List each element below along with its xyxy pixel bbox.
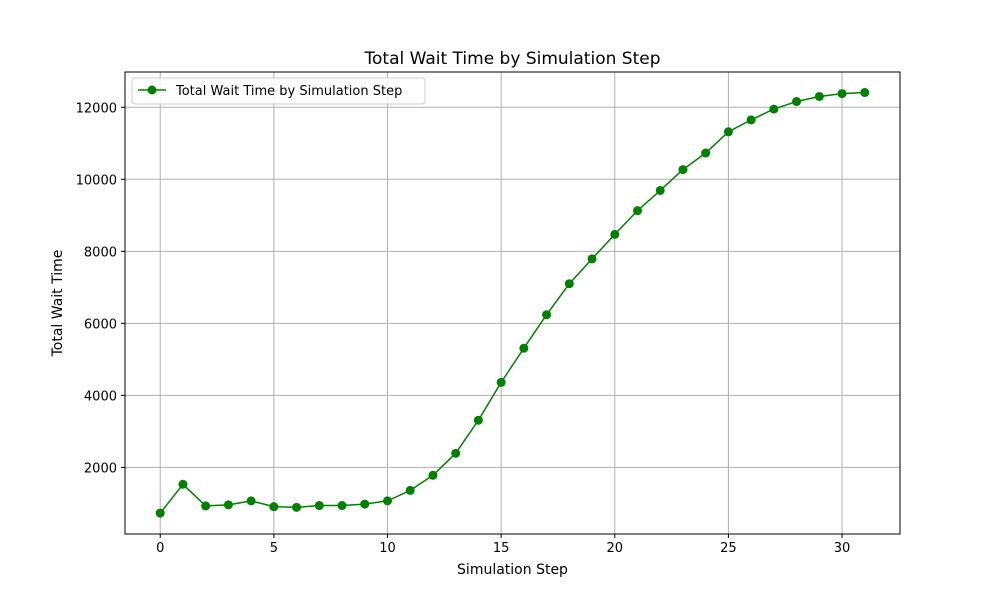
y-axis-label: Total Wait Time [50,250,66,358]
series-marker-layer [155,88,870,518]
y-tick-label: 6000 [84,317,117,332]
legend-marker-swatch [147,85,157,95]
x-tick-label: 15 [493,541,510,556]
legend-box [131,77,426,105]
plot-frame [124,71,901,535]
x-axis-ticks: 0 5 10 15 20 25 30 [156,534,850,556]
data-point [155,508,165,518]
x-tick-label: 20 [606,541,623,556]
y-tick-label: 2000 [84,461,117,476]
data-point [383,496,392,506]
data-point [746,115,756,125]
data-point [655,185,665,195]
legend-label: Total Wait Time by Simulation Step [175,84,402,99]
data-point [405,485,415,495]
data-point [792,97,802,107]
data-point [860,88,870,98]
data-point [360,499,370,509]
x-tick-label: 0 [156,541,164,556]
x-axis-label: Simulation Step [457,562,568,578]
data-point [269,502,279,512]
data-point [542,310,552,320]
data-point [814,91,824,101]
data-point [496,377,506,387]
y-tick-label: 10000 [76,173,117,188]
data-point [587,254,597,264]
data-point [701,148,711,158]
y-tick-label: 12000 [76,101,117,116]
x-tick-label: 10 [379,541,396,556]
legend: Total Wait Time by Simulation Step [131,77,426,105]
data-point [473,415,483,425]
y-axis-ticks: 2000 4000 6000 8000 10000 12000 [76,101,125,476]
data-point [337,501,347,511]
x-tick-label: 30 [834,541,851,556]
data-point [428,470,438,480]
y-tick-label: 4000 [84,389,117,404]
data-point [837,89,847,99]
data-point [451,448,461,458]
data-point [201,501,211,511]
data-point [246,496,256,506]
data-point [178,479,188,489]
data-point [223,500,233,510]
x-tick-label: 5 [270,541,278,556]
data-point [633,206,642,216]
data-point [769,104,779,114]
chart-title: Total Wait Time by Simulation Step [364,49,661,69]
data-point [292,502,302,512]
x-tick-label: 25 [720,541,737,556]
grid [125,72,900,534]
data-point [564,279,574,289]
data-point [314,501,324,511]
data-point [678,165,688,175]
data-point [519,343,529,353]
data-point [610,229,620,239]
data-point [723,127,733,137]
y-tick-label: 8000 [84,245,117,260]
